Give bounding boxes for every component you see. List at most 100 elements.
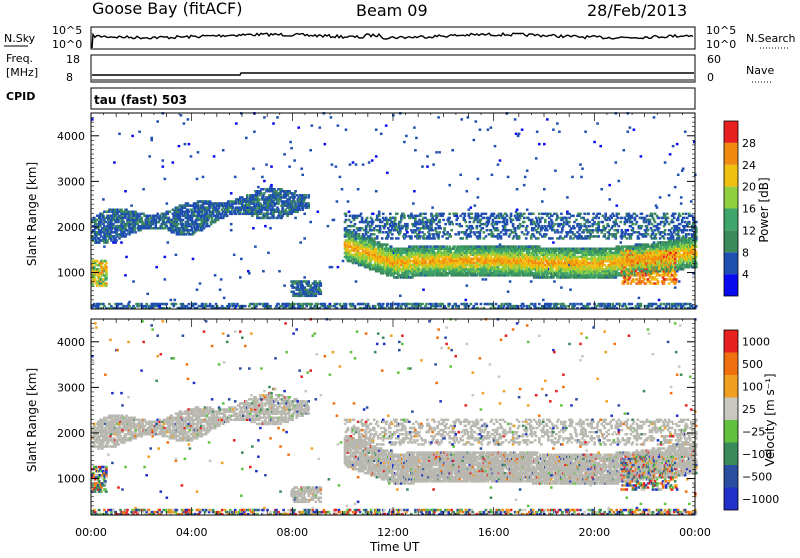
scatter-cell [496,223,499,225]
scatter-cell [431,215,434,217]
scatter-cell [506,215,509,217]
scatter-cell [473,221,476,223]
scatter-cell [276,206,279,208]
scatter-cell [202,303,205,305]
scatter-cell [367,248,370,250]
scatter-cell [398,303,401,305]
scatter-cell [255,305,258,307]
scatter-cell [233,303,236,305]
scatter-cell [509,303,512,305]
scatter-cell [124,274,127,276]
scatter-cell [515,245,518,247]
scatter-cell [103,245,106,247]
scatter-cell [437,116,440,118]
scatter-cell [457,305,460,307]
scatter-cell [354,305,357,307]
noise-tick-bottom-right: 10^0 [706,38,736,51]
scatter-cell [443,227,446,229]
scatter-cell [150,137,153,139]
scatter-cell [162,165,165,167]
scatter-cell [272,213,275,215]
scatter-cell [164,278,167,280]
scatter-cell [307,204,310,206]
scatter-cell [120,241,123,243]
scatter-cell [112,223,115,225]
scatter-cell [438,219,441,221]
scatter-cell [485,278,488,280]
scatter-cell [283,153,286,155]
scatter-cell [335,165,338,167]
scatter-cell [526,209,529,211]
scatter-cell [97,305,100,307]
scatter-cell [105,282,108,284]
scatter-cell [184,143,187,145]
scatter-cell [479,235,482,237]
scatter-cell [373,233,376,235]
scatter-cell [499,159,502,161]
scatter-cell [448,233,451,235]
scatter-cell [347,200,350,202]
scatter-cell [471,213,474,215]
scatter-cell [307,202,310,204]
scatter-cell [106,239,109,241]
scatter-cell [173,231,176,233]
scatter-cell [492,221,495,223]
frequency-panel: Freq. [MHz] 18 8 60 0 Nave [6,52,774,84]
scatter-cell [293,303,296,305]
scatter-cell [344,221,347,223]
scatter-cell [105,262,108,264]
scatter-cell [339,176,342,178]
scatter-cell [421,165,424,167]
scatter-cell [362,233,365,235]
scatter-cell [482,227,485,229]
scatter-cell [303,286,306,288]
scatter-cell [349,163,352,165]
scatter-cell [125,256,128,258]
scatter-cell [454,233,457,235]
scatter-cell [510,213,513,215]
nave-tick-bottom: 0 [707,71,714,84]
scatter-cell [449,235,452,237]
scatter-cell [473,305,476,307]
scatter-cell [386,221,389,223]
scatter-cell [403,141,406,143]
noise-tick-bottom-left: 10^0 [52,38,82,51]
scatter-cell [487,223,490,225]
scatter-cell [288,190,291,192]
scatter-cell [298,303,301,305]
scatter-cell [448,213,451,215]
scatter-cell [345,129,348,131]
scatter-cell [472,227,475,229]
scatter-cell [531,219,534,221]
scatter-cell [261,176,264,178]
scatter-cell [303,213,306,215]
scatter-cell [468,209,471,211]
scatter-cell [362,163,365,165]
scatter-cell [156,120,159,122]
scatter-cell [330,116,333,118]
scatter-cell [202,176,205,178]
scatter-cell [524,176,527,178]
scatter-cell [150,139,153,141]
scatter-cell [464,219,467,221]
scatter-cell [118,133,121,135]
scatter-cell [375,129,378,131]
scatter-cell [526,225,529,227]
scatter-cell [164,178,167,180]
scatter-cell [365,239,368,241]
scatter-cell [448,245,451,247]
scatter-cell [471,225,474,227]
scatter-cell [387,303,390,305]
scatter-cell [349,229,352,231]
scatter-cell [460,118,463,120]
scatter-cell [459,174,462,176]
scatter-cell [299,241,302,243]
scatter-cell [297,126,300,128]
scatter-cell [495,217,498,219]
scatter-cell [115,239,118,241]
scatter-cell [470,303,473,305]
scatter-cell [432,233,435,235]
scatter-cell [301,305,304,307]
scatter-cell [108,303,111,305]
scatter-cell [397,276,400,278]
